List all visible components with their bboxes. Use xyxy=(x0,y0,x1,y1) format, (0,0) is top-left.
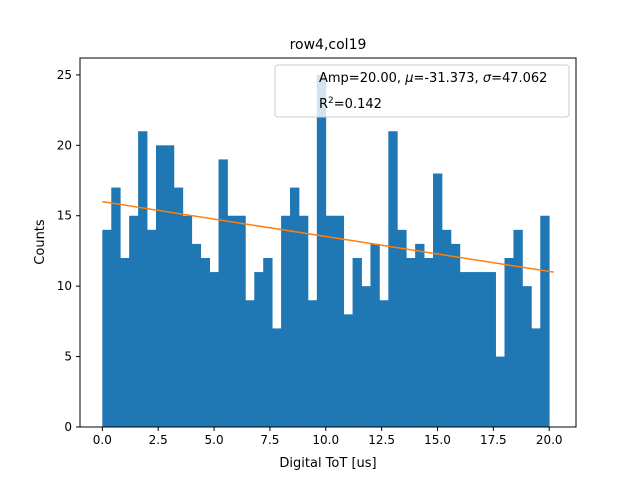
legend-amp: Amp=20.00, xyxy=(319,71,405,86)
histogram-bar xyxy=(406,257,416,427)
y-tick-label: 20 xyxy=(57,138,72,152)
x-axis-ticks: 0.0 2.5 5.0 7.5 10.0 12.5 15.0 17.5 20.0 xyxy=(93,427,563,447)
legend-box xyxy=(274,64,570,118)
legend-fit-parameters: Amp=20.00, μ=-31.373, σ=47.062 xyxy=(319,71,547,86)
x-tick-label: 2.5 xyxy=(149,433,168,447)
histogram-bar xyxy=(147,229,157,427)
histogram-bar xyxy=(307,300,318,427)
histogram-bar xyxy=(164,145,175,427)
fit-line xyxy=(102,200,554,273)
histogram-bar xyxy=(379,300,389,427)
histogram-bar xyxy=(415,243,425,427)
y-tick-label: 25 xyxy=(57,68,72,82)
histogram-bar xyxy=(343,314,353,427)
legend-r-superscript: 2 xyxy=(328,96,334,106)
histogram-bar xyxy=(388,131,398,428)
histogram-bar xyxy=(540,215,550,427)
legend-r-value: =0.142 xyxy=(334,97,382,112)
chart-title: row4,col19 xyxy=(290,37,367,53)
legend-sigma-symbol: σ xyxy=(483,71,492,86)
histogram-bar xyxy=(531,328,541,427)
histogram-bar xyxy=(424,257,434,427)
histogram-bar xyxy=(441,229,452,427)
histogram-bar xyxy=(486,272,496,427)
legend: Amp=20.00, μ=-31.373, σ=47.062 R2=0.142 xyxy=(274,64,570,118)
histogram-bar xyxy=(397,229,407,427)
x-tick-label: 17.5 xyxy=(480,433,507,447)
histogram-bar xyxy=(450,243,461,427)
y-axis-ticks: 0 5 10 15 20 25 xyxy=(57,68,80,434)
histogram-bar xyxy=(254,272,264,427)
x-tick-label: 5.0 xyxy=(205,433,224,447)
histogram-bar xyxy=(182,215,193,427)
histogram-bar xyxy=(433,173,443,427)
histogram-bar xyxy=(352,257,362,427)
histogram-bar xyxy=(522,286,532,427)
histogram-bar xyxy=(281,215,291,427)
histogram-bar xyxy=(111,187,121,427)
histogram-bar xyxy=(361,286,371,427)
histogram-bar xyxy=(200,257,210,427)
histogram-bar xyxy=(218,159,228,427)
legend-r-letter: R xyxy=(319,97,328,112)
x-tick-label: 20.0 xyxy=(536,433,563,447)
plot-frame xyxy=(79,57,577,428)
histogram-bar xyxy=(191,243,202,427)
legend-mu-symbol: μ xyxy=(404,71,413,86)
histogram-bar xyxy=(272,328,282,427)
histogram-bar xyxy=(325,215,336,427)
legend-mu-value: =-31.373, xyxy=(413,71,482,86)
histogram-bar xyxy=(138,131,148,428)
histogram-bar xyxy=(209,272,219,427)
histogram-bar xyxy=(316,74,327,428)
histogram-bar xyxy=(504,257,514,427)
histogram-bar xyxy=(173,187,184,427)
fit-line-layer xyxy=(102,200,554,273)
histogram-bar xyxy=(468,272,479,427)
histogram-bar xyxy=(477,272,488,427)
y-axis-label: Counts xyxy=(33,219,48,265)
histogram-bar xyxy=(459,272,470,427)
histogram-bar xyxy=(102,229,112,427)
histogram-bar xyxy=(129,215,139,427)
histogram-bar xyxy=(334,215,345,427)
histogram-bar xyxy=(155,145,166,427)
x-tick-label: 0.0 xyxy=(93,433,112,447)
x-tick-label: 12.5 xyxy=(368,433,395,447)
y-tick-label: 10 xyxy=(57,279,72,293)
histogram-bar xyxy=(236,215,246,427)
x-tick-label: 10.0 xyxy=(312,433,339,447)
histogram-bar xyxy=(245,300,255,427)
legend-sigma-value: =47.062 xyxy=(491,71,547,86)
histogram-bar xyxy=(370,243,380,427)
histogram-bar xyxy=(298,215,309,427)
y-tick-label: 0 xyxy=(64,420,72,434)
histogram-bar xyxy=(290,187,300,427)
x-axis-label: Digital ToT [us] xyxy=(279,456,376,471)
histogram-bar xyxy=(120,257,130,427)
histogram-bar xyxy=(227,215,237,427)
y-tick-label: 5 xyxy=(64,350,72,364)
histogram-bar xyxy=(495,356,505,427)
histogram-bar xyxy=(263,257,273,427)
x-tick-label: 15.0 xyxy=(424,433,451,447)
x-tick-label: 7.5 xyxy=(260,433,279,447)
legend-r-squared: R2=0.142 xyxy=(319,96,382,112)
y-tick-label: 15 xyxy=(57,209,72,223)
histogram-bar xyxy=(513,229,523,427)
bars-layer xyxy=(102,74,550,428)
